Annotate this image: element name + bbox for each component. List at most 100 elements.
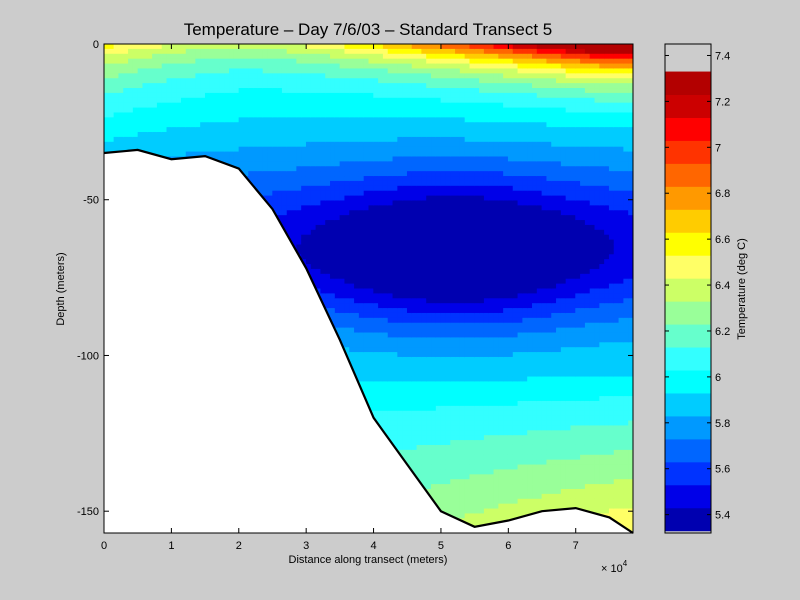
contour-cell [339,303,346,309]
contour-cell [272,44,278,50]
contour-cell [214,136,221,143]
contour-cell [310,161,317,167]
contour-cell [320,278,326,285]
contour-cell [315,141,322,148]
contour-cell [320,44,326,50]
contour-cell [339,127,346,133]
contour-cell [301,244,307,250]
contour-cell [277,132,283,138]
contour-cell [325,220,331,226]
contour-cell [156,151,163,158]
contour-cell [190,146,196,153]
contour-cell [108,102,115,109]
contour-cell [152,102,158,109]
contour-cell [334,132,341,138]
contour-cell [267,146,273,153]
contour-cell [128,107,134,114]
contour-cell [310,146,317,153]
contour-cell [339,161,346,167]
contour-cell [339,234,346,241]
contour-cell [277,73,283,79]
contour-cell [320,298,326,304]
contour-cell [152,83,158,89]
contour-cell [132,132,139,138]
contour-cell [305,224,312,231]
contour-cell [325,180,331,187]
contour-cell [296,215,302,221]
contour-cell [123,63,129,70]
contour-cell [229,97,235,104]
contour-cell [315,117,322,123]
contour-cell [209,68,216,74]
contour-cell [257,48,264,55]
contour-cell [301,107,307,114]
contour-cell [118,83,124,89]
contour-cell [325,122,331,128]
contour-cell [315,234,322,241]
contour-cell [301,234,307,241]
contour-cell [238,146,245,153]
contour-cell [190,88,196,94]
contour-cell [277,117,283,123]
contour-cell [180,97,187,104]
contour-cell [238,48,245,55]
contour-cell [176,92,182,99]
contour-cell [233,136,240,143]
contour-cell [257,102,264,109]
contour-cell [339,224,346,231]
contour-cell [176,136,182,143]
contour-cell [277,112,283,118]
contour-cell [325,268,331,275]
contour-cell [224,92,230,99]
contour-cell [152,68,158,74]
contour-cell [257,97,264,104]
contour-cell [238,92,245,99]
contour-cell [315,122,322,128]
contour-cell [243,112,249,118]
contour-cell [248,68,254,74]
contour-cell [137,112,144,118]
contour-cell [334,92,341,99]
contour-cell [185,63,192,70]
contour-cell [113,136,120,143]
contour-cell [277,185,283,192]
contour-cell [253,102,259,109]
contour-cell [325,244,331,250]
contour-cell [214,58,221,65]
contour-cell [272,88,278,94]
contour-cell [142,44,148,50]
contour-cell [277,171,283,177]
contour-cell [272,117,278,123]
contour-cell [296,58,302,65]
contour-cell [113,92,120,99]
contour-cell [219,97,225,104]
contour-cell [277,190,283,197]
contour-cell [305,151,312,158]
contour-cell [253,92,259,99]
contour-cell [296,53,302,60]
contour-cell [195,73,201,79]
contour-cell [291,112,297,118]
contour-cell [277,58,283,65]
contour-cell [320,220,326,226]
contour-cell [104,112,110,118]
contour-cell [305,180,312,187]
contour-cell [286,53,293,60]
contour-cell [147,92,153,99]
contour-cell [305,234,312,241]
contour-cell [277,176,283,182]
contour-cell [277,215,283,221]
contour-cell [339,166,346,172]
contour-cell [204,48,211,55]
contour-cell [209,102,216,109]
contour-cell [272,171,278,177]
contour-cell [286,205,293,211]
contour-cell [286,146,293,153]
contour-cell [156,78,163,84]
contour-cell [315,171,322,177]
contour-cell [325,117,331,123]
contour-cell [305,97,312,104]
contour-cell [301,210,307,216]
contour-cell [137,83,144,89]
contour-cell [305,63,312,70]
